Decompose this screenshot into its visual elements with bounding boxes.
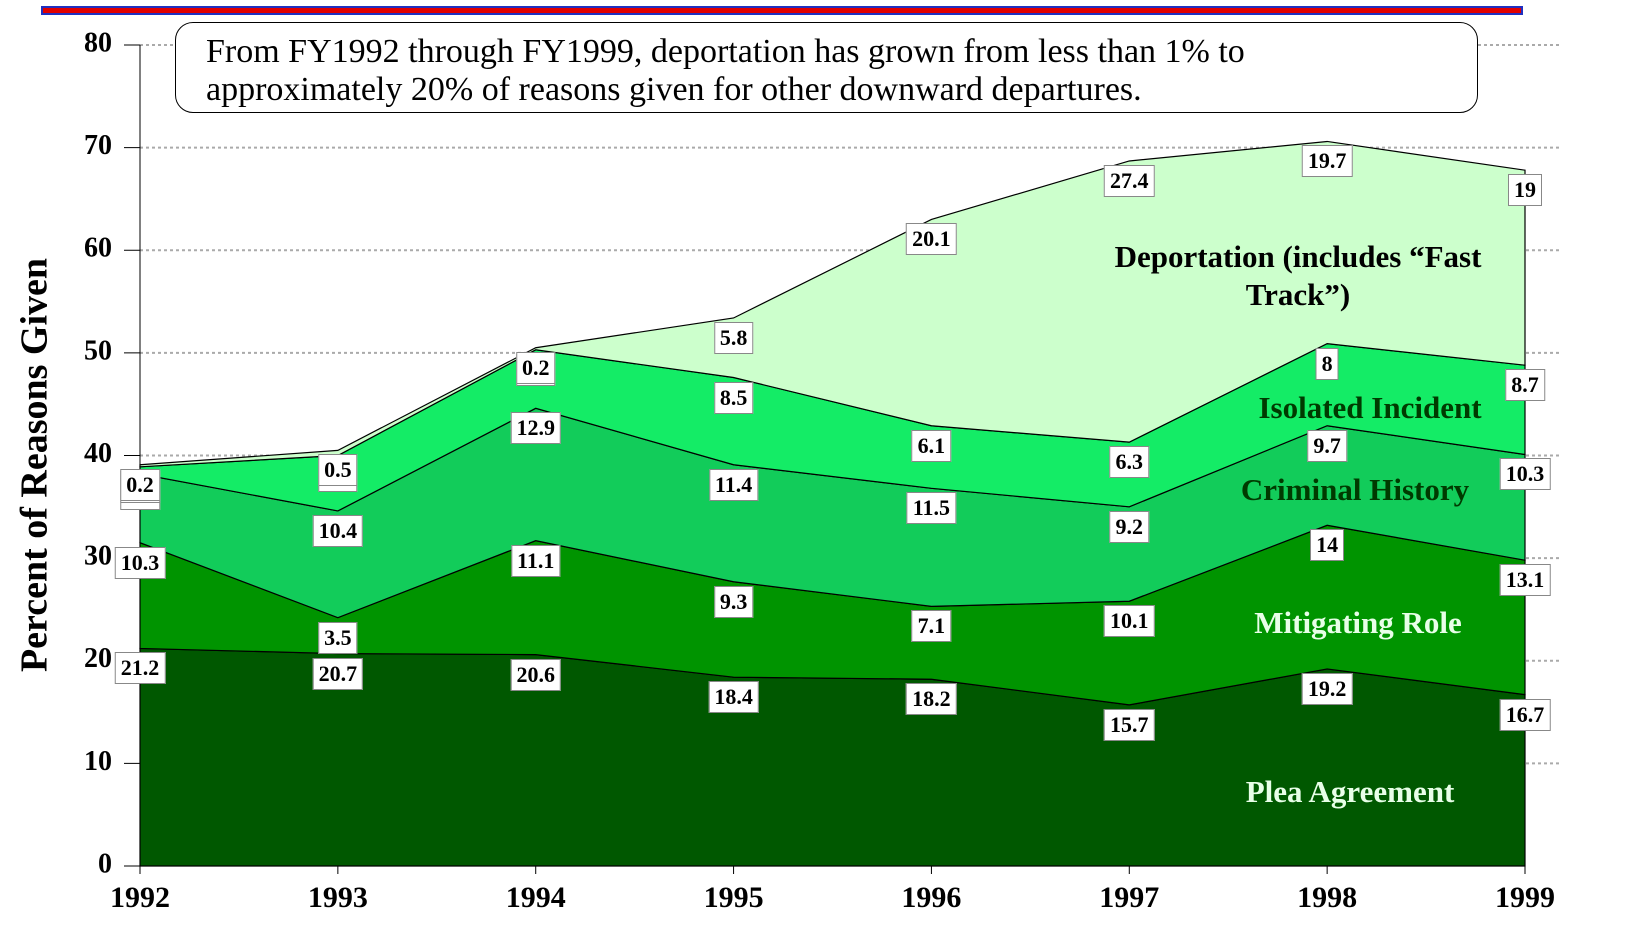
annotation-line: From FY1992 through FY1999, deportation … (206, 33, 1245, 70)
y-tick-label: 60 (84, 233, 112, 264)
y-tick-label: 50 (84, 335, 112, 366)
value-label: 12.9 (510, 412, 561, 445)
value-label: 14 (1310, 529, 1345, 562)
series-label: Plea Agreement (1245, 774, 1455, 809)
area (139, 140, 1526, 468)
value-label: 7.1 (911, 610, 952, 643)
series-label: Criminal History (1240, 472, 1470, 507)
top-bar (41, 6, 1523, 15)
value-label: 3.5 (318, 621, 358, 654)
y-tick-label: 80 (84, 27, 112, 58)
x-tick-label: 1996 (901, 881, 961, 914)
value-label: 9.3 (713, 585, 754, 618)
value-label: 16.7 (1499, 698, 1551, 731)
value-label: 9.7 (1307, 429, 1347, 462)
value-label: 20.7 (312, 657, 364, 690)
value-label: 9.2 (1109, 510, 1150, 543)
value-label: 19.2 (1301, 672, 1353, 705)
series-label: Deportation (includes “Fast Track”) (1114, 239, 1482, 312)
value-label: 0.2 (120, 468, 160, 501)
value-label: 18.2 (906, 683, 957, 716)
x-tick-label: 1992 (110, 881, 170, 914)
value-label: 10.4 (312, 514, 364, 547)
value-label: 18.4 (708, 681, 759, 714)
y-axis-label: Percent of Reasons Given (14, 258, 56, 672)
value-label: 11.1 (511, 544, 561, 577)
value-label: 8.7 (1505, 369, 1545, 402)
value-label: 8.5 (713, 381, 754, 414)
value-label: 5.8 (713, 321, 754, 354)
value-label: 13.1 (1499, 564, 1551, 597)
x-tick-label: 1993 (308, 881, 368, 914)
y-tick-label: 30 (84, 541, 112, 572)
x-tick-label: 1994 (506, 881, 566, 914)
x-tick-label: 1998 (1297, 881, 1357, 914)
value-label: 6.3 (1109, 446, 1150, 479)
x-tick-label: 1999 (1495, 881, 1555, 914)
value-label: 20.1 (906, 223, 957, 256)
value-label: 8 (1315, 347, 1339, 380)
series-label: Mitigating Role (1254, 605, 1462, 640)
y-tick-label: 40 (84, 438, 112, 469)
y-tick-label: 0 (98, 848, 112, 879)
x-tick-label: 1997 (1099, 881, 1159, 914)
value-label: 11.5 (906, 492, 957, 525)
annotation-line: approximately 20% of reasons given for o… (206, 71, 1142, 108)
value-label: 15.7 (1104, 708, 1155, 741)
value-label: 19 (1508, 174, 1542, 207)
value-label: 27.4 (1104, 164, 1155, 197)
value-label: 20.6 (510, 658, 561, 691)
value-label: 21.2 (114, 652, 166, 685)
annotation: From FY1992 through FY1999, deportation … (175, 22, 1478, 113)
value-label: 10.3 (114, 546, 166, 579)
x-tick-label: 1995 (704, 881, 764, 914)
value-label: 0.5 (318, 454, 358, 487)
series-label: Isolated Incident (1258, 390, 1482, 425)
value-label: 11.4 (708, 468, 759, 501)
value-label: 10.3 (1499, 458, 1551, 491)
value-label: 6.1 (911, 429, 952, 462)
y-tick-label: 70 (84, 130, 112, 161)
value-label: 10.1 (1104, 605, 1155, 638)
y-tick-label: 10 (84, 746, 112, 777)
value-label: 0.2 (515, 351, 556, 384)
y-tick-label: 20 (84, 643, 112, 674)
value-label: 19.7 (1301, 145, 1353, 178)
